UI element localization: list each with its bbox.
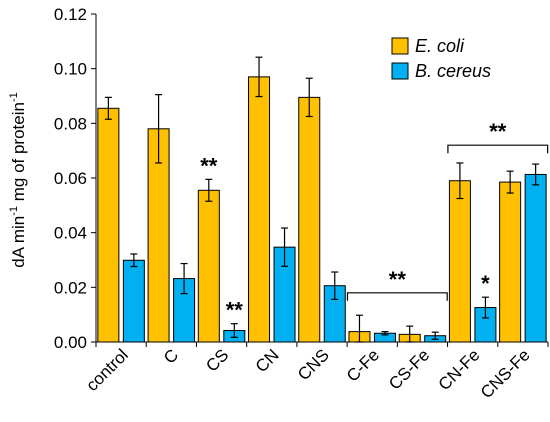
bar-ecoli [197,189,220,343]
y-tick-label: 0.08 [54,114,87,133]
bar-bcereus [122,259,145,343]
y-axis-title-mid: mg of protein [9,102,28,206]
y-axis-title-main: dA min [9,216,28,268]
bar-ecoli [499,181,522,343]
x-tick-label: CNS [294,345,333,384]
y-tick-label: 0.06 [54,169,87,188]
x-tick-label: CN-Fe [435,345,484,394]
bar-ecoli [448,180,471,343]
bar-ecoli [298,96,321,343]
significance-bracket [447,144,549,154]
y-axis-title-sup2: -1 [8,92,20,102]
bar-bcereus [524,173,547,343]
bar-ecoli [248,76,271,343]
x-tick-label: C-Fe [343,345,383,385]
legend-label-bcereus: B. cereus [415,61,491,81]
legend-swatch-ecoli [391,37,409,55]
x-tick-label: CS-Fe [385,345,433,393]
y-tick-label: 0.00 [54,333,87,352]
x-tick-label: CN [252,345,283,376]
x-tick-label: CNS-Fe [477,345,534,402]
significance-marker: ** [200,153,218,178]
y-axis-title: dA min-1 mg of protein-1 [8,92,28,268]
significance-marker: ** [226,298,244,323]
y-tick-label: 0.04 [54,224,87,243]
x-tick-label: C [160,345,182,367]
legend: E. coli B. cereus [391,36,491,81]
significance-marker: ** [389,267,407,292]
y-tick-label: 0.10 [54,60,87,79]
bar-ecoli [97,107,120,343]
y-axis-title-sup1: -1 [8,206,20,216]
legend-label-ecoli: E. coli [415,36,465,56]
significance-marker: ** [489,119,507,144]
significance-bracket [346,292,448,301]
x-tick-label: CS [202,345,232,375]
y-tick-label: 0.02 [54,278,87,297]
x-tick-label: control [82,345,132,395]
legend-swatch-bcereus [391,62,409,80]
y-tick-label: 0.12 [54,5,87,24]
significance-marker: * [481,271,490,296]
